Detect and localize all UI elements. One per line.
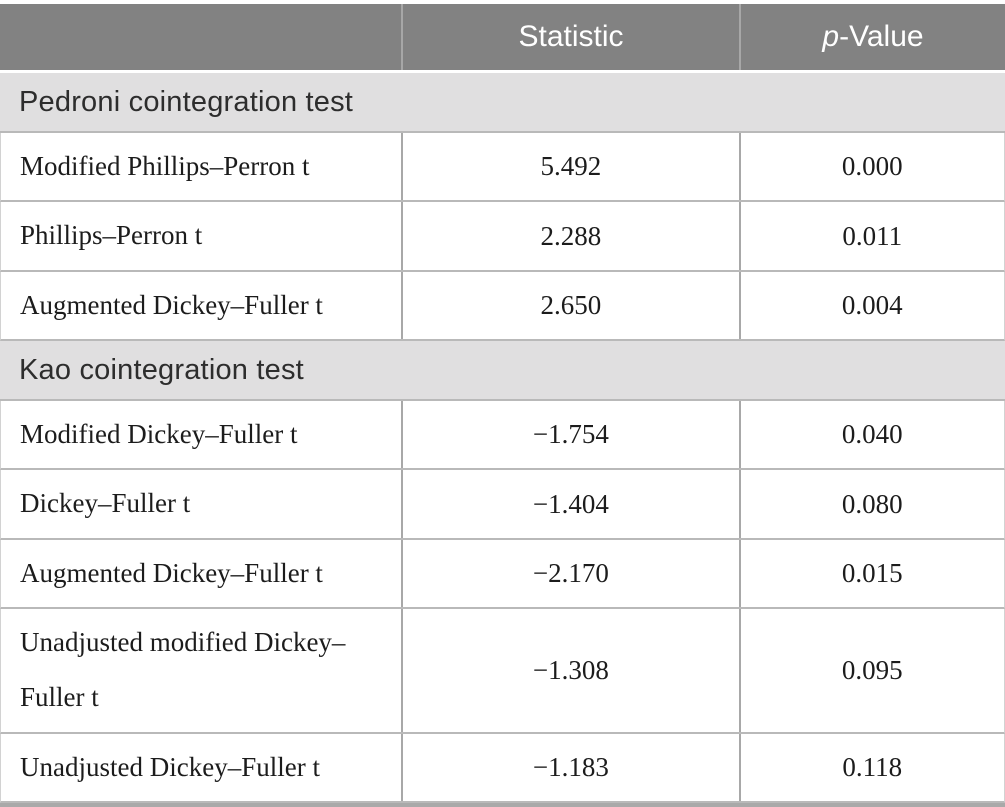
- table-row: Augmented Dickey–Fuller t 2.650 0.004: [0, 271, 1005, 342]
- statistic-cell: 5.492: [401, 133, 738, 201]
- p-value-cell: 0.015: [738, 539, 1004, 608]
- table-row: Dickey–Fuller t −1.404 0.080: [0, 470, 1005, 540]
- p-value-rest: -Value: [839, 20, 924, 53]
- test-name-cell: Augmented Dickey–Fuller t: [20, 289, 323, 320]
- header-empty-cell: [0, 4, 401, 70]
- statistic-cell: −1.404: [401, 470, 738, 538]
- statistic-cell: −2.170: [401, 539, 738, 608]
- table-header-row: Statistic p -Value: [0, 4, 1005, 70]
- p-value-cell: 0.095: [738, 609, 1004, 732]
- section-header-kao: Kao cointegration test: [0, 341, 1005, 402]
- statistic-cell: −1.183: [401, 733, 738, 802]
- p-value-italic-p: p: [822, 20, 840, 53]
- test-name-cell: Modified Phillips–Perron t: [20, 151, 310, 181]
- test-name-cell: Augmented Dickey–Fuller t: [20, 557, 323, 588]
- table-row: Phillips–Perron t 2.288 0.011: [0, 202, 1005, 272]
- p-value-cell: 0.118: [738, 733, 1004, 802]
- test-name-cell: Dickey–Fuller t: [20, 488, 191, 519]
- statistic-cell: 2.650: [401, 271, 738, 340]
- test-name-cell: Phillips–Perron t: [20, 220, 203, 251]
- p-value-cell: 0.000: [738, 133, 1004, 201]
- test-name-cell: Modified Dickey–Fuller t: [20, 419, 298, 450]
- p-value-cell: 0.080: [738, 470, 1004, 538]
- statistic-cell: −1.308: [401, 609, 738, 732]
- statistic-cell: −1.754: [401, 401, 738, 469]
- p-value-cell: 0.004: [738, 271, 1004, 340]
- table-row: Modified Phillips–Perron t 5.492 0.000: [0, 133, 1005, 203]
- section-header-pedroni: Pedroni cointegration test: [0, 73, 1005, 133]
- statistic-cell: 2.288: [401, 202, 738, 270]
- table-row: Unadjusted Dickey–Fuller t −1.183 0.118: [0, 733, 1005, 804]
- test-name-cell: Unadjusted Dickey–Fuller t: [20, 751, 320, 782]
- header-statistic: Statistic: [401, 4, 739, 70]
- test-name-cell: Unadjusted modified Dickey–Fuller t: [20, 627, 346, 713]
- table-row: Augmented Dickey–Fuller t −2.170 0.015: [0, 539, 1005, 610]
- cointegration-table: Statistic p -Value Pedroni cointegration …: [0, 4, 1005, 807]
- p-value-cell: 0.011: [738, 202, 1004, 270]
- header-p-value: p -Value: [739, 4, 1005, 70]
- table-row: Modified Dickey–Fuller t −1.754 0.040: [0, 401, 1005, 471]
- table-row: Unadjusted modified Dickey–Fuller t −1.3…: [0, 609, 1005, 734]
- p-value-cell: 0.040: [738, 401, 1004, 469]
